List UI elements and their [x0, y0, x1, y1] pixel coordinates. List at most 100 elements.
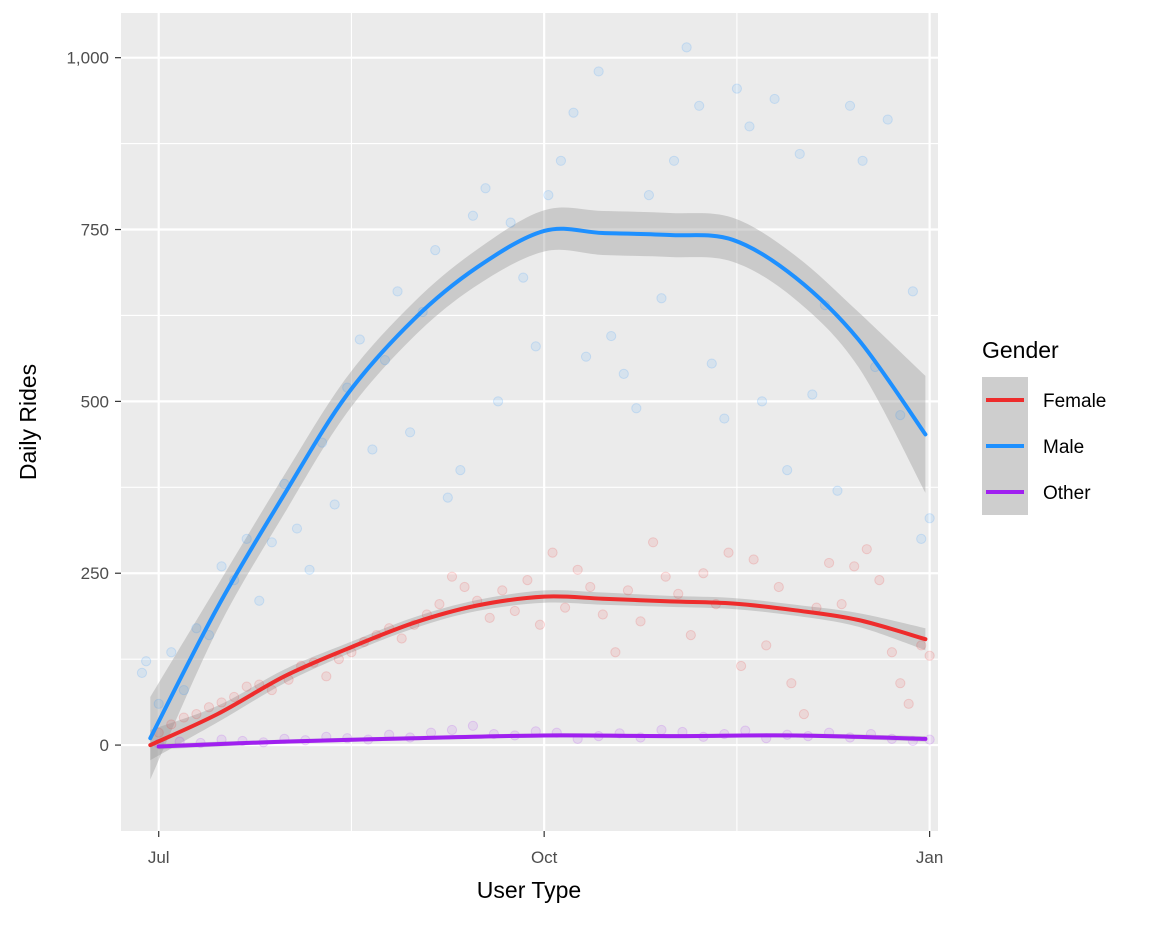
- point-male-2: [153, 698, 164, 709]
- point-male-34: [555, 155, 567, 166]
- point-male-0: [136, 667, 148, 678]
- point-male-42: [656, 293, 667, 304]
- plot-panel: [121, 13, 938, 831]
- point-female-61: [916, 640, 927, 651]
- point-female-7: [241, 681, 252, 692]
- point-male-1: [141, 656, 152, 667]
- point-female-54: [836, 599, 847, 610]
- point-male-11: [266, 537, 277, 548]
- point-female-47: [748, 554, 759, 565]
- point-male-18: [354, 334, 365, 345]
- point-female-35: [597, 609, 608, 620]
- x-tick-label-2: Jan: [916, 848, 943, 867]
- point-male-33: [543, 190, 554, 201]
- point-male-3: [166, 647, 177, 658]
- smooth-line-male: [148, 226, 928, 741]
- point-other-24: [656, 724, 667, 736]
- point-female-19: [396, 633, 407, 644]
- point-male-24: [430, 245, 441, 256]
- point-male-61: [895, 410, 906, 421]
- point-female-13: [321, 671, 332, 682]
- point-female-49: [773, 581, 784, 593]
- point-male-31: [518, 272, 529, 283]
- smooth-line-female: [148, 594, 928, 748]
- point-female-62: [924, 650, 935, 661]
- legend-label-other: Other: [1043, 483, 1091, 504]
- y-tick-labels: 0 250 500 750 1,000: [66, 49, 109, 755]
- point-male-35: [568, 107, 579, 118]
- point-female-38: [635, 616, 646, 627]
- legend-keys: Female Male Other: [982, 377, 1106, 515]
- point-other-14: [446, 724, 458, 736]
- point-male-21: [392, 286, 403, 297]
- point-female-9: [266, 684, 277, 696]
- point-male-19: [367, 444, 378, 455]
- point-female-48: [761, 640, 772, 651]
- point-male-45: [694, 100, 705, 111]
- point-male-16: [329, 499, 340, 510]
- point-female-34: [585, 581, 596, 593]
- y-tick-label-4: 1,000: [66, 49, 109, 68]
- point-female-3: [191, 709, 202, 720]
- point-female-27: [497, 585, 508, 596]
- point-female-56: [861, 544, 872, 555]
- point-female-45: [723, 547, 734, 558]
- y-tick-label-0: 0: [100, 736, 109, 755]
- grid-major: [121, 13, 938, 831]
- point-female-46: [735, 660, 747, 672]
- x-tick-label-1: Oct: [531, 848, 558, 867]
- y-tick-label-1: 250: [81, 564, 109, 583]
- point-female-6: [229, 691, 240, 703]
- point-female-32: [560, 602, 571, 613]
- point-male-22: [404, 427, 416, 438]
- point-female-55: [849, 561, 860, 572]
- point-male-43: [668, 155, 680, 166]
- point-female-5: [216, 697, 227, 708]
- point-male-5: [191, 623, 202, 634]
- point-female-42: [685, 629, 696, 641]
- point-male-46: [706, 358, 717, 369]
- point-male-63: [916, 533, 927, 544]
- point-male-57: [844, 100, 856, 111]
- point-male-7: [216, 561, 227, 572]
- legend-label-male: Male: [1043, 437, 1084, 458]
- point-female-28: [509, 605, 520, 617]
- point-female-4: [203, 702, 215, 713]
- point-male-29: [492, 396, 504, 407]
- point-female-14: [333, 654, 344, 665]
- y-axis-title: Daily Rides: [15, 364, 41, 480]
- point-male-14: [304, 564, 315, 575]
- point-male-38: [606, 330, 617, 342]
- point-female-24: [459, 581, 470, 593]
- point-female-50: [786, 678, 797, 689]
- y-tick-label-2: 500: [81, 392, 109, 411]
- point-female-37: [622, 585, 634, 596]
- point-female-26: [484, 612, 495, 624]
- point-male-58: [857, 155, 868, 166]
- point-female-36: [610, 647, 621, 658]
- point-female-2: [178, 712, 189, 723]
- axis-ticks: [115, 57, 931, 837]
- point-male-26: [455, 465, 466, 476]
- point-female-23: [446, 571, 458, 582]
- point-male-9: [241, 533, 252, 544]
- smooth-line-other: [156, 733, 928, 749]
- point-female-33: [572, 564, 583, 575]
- data-points: [136, 42, 935, 749]
- point-male-36: [580, 351, 592, 362]
- point-male-25: [442, 492, 453, 503]
- point-female-22: [434, 599, 445, 610]
- point-male-51: [769, 93, 780, 105]
- point-male-20: [379, 355, 391, 366]
- point-male-52: [782, 465, 793, 476]
- point-female-43: [698, 568, 709, 579]
- legend: Gender Female Male Other: [982, 337, 1106, 515]
- point-male-44: [681, 42, 692, 53]
- point-female-30: [534, 619, 546, 630]
- point-male-62: [907, 286, 918, 297]
- point-male-47: [719, 413, 730, 424]
- smooth-lines: [148, 226, 928, 749]
- point-female-1: [166, 719, 177, 730]
